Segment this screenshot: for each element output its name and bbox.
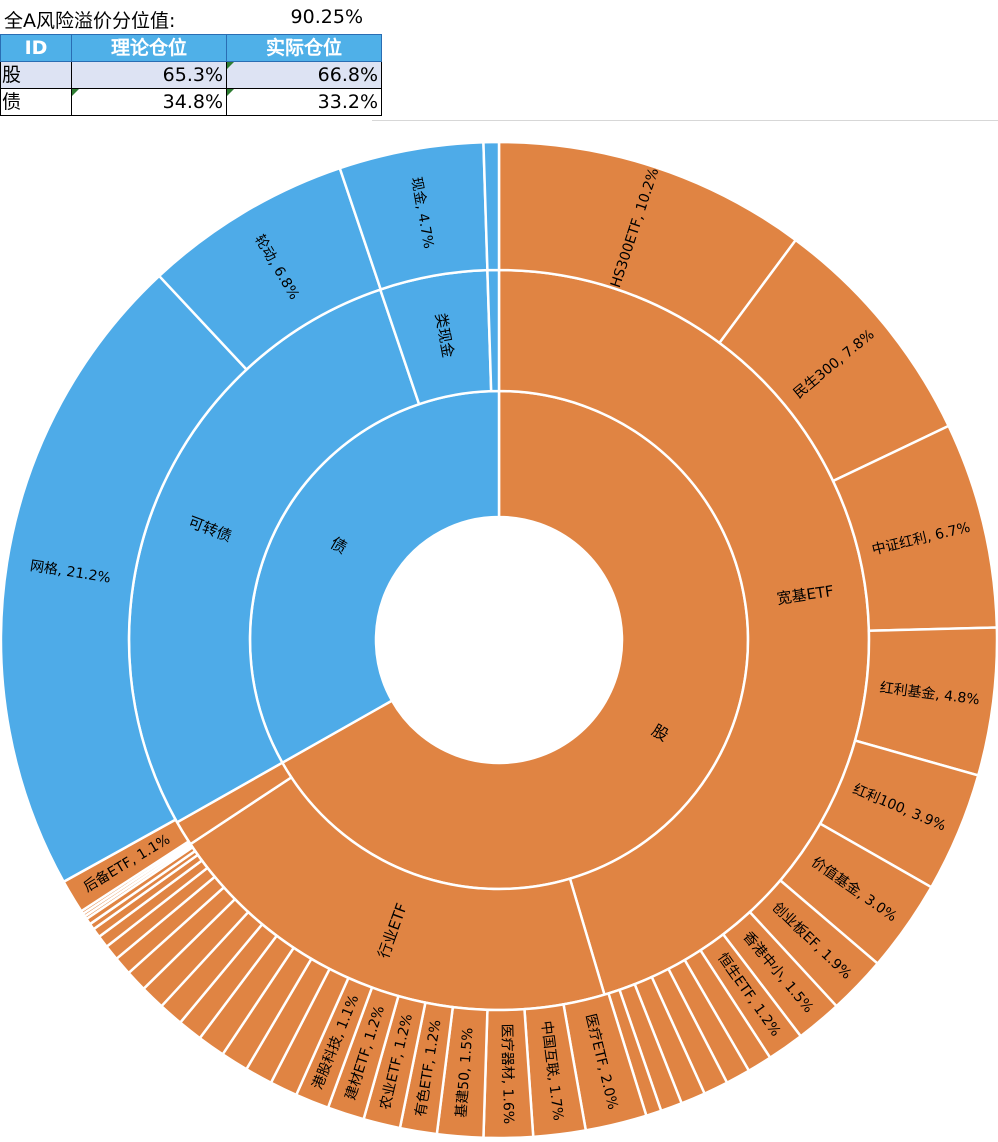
theory-position: 34.8% bbox=[71, 88, 227, 116]
theory-position: 65.3% bbox=[71, 61, 227, 89]
divider bbox=[372, 120, 998, 121]
actual-position: 66.8% bbox=[226, 61, 382, 89]
col-header-theory: 理论仓位 bbox=[71, 34, 227, 62]
risk-premium-value: 90.25% bbox=[290, 6, 363, 28]
row-id: 股 bbox=[0, 61, 72, 89]
sunburst-segment-ring3-44 bbox=[482, 140, 501, 272]
sunburst-segment-ring3-41 bbox=[0, 274, 249, 884]
position-table-header: ID 理论仓位 实际仓位 bbox=[0, 34, 382, 62]
table-row: 股 65.3% 66.8% bbox=[0, 61, 382, 89]
col-header-actual: 实际仓位 bbox=[226, 34, 382, 62]
position-table: ID 理论仓位 实际仓位 股 65.3% 66.8% 债 34.8% 33.2% bbox=[0, 34, 382, 116]
segment-label: 医疗器材, 1.6% bbox=[498, 1024, 516, 1125]
risk-premium-label: 全A风险溢价分位值: bbox=[4, 10, 176, 32]
col-header-id: ID bbox=[0, 34, 72, 62]
table-row: 债 34.8% 33.2% bbox=[0, 88, 382, 116]
row-id: 债 bbox=[0, 88, 72, 116]
actual-position: 33.2% bbox=[226, 88, 382, 116]
header: 全A风险溢价分位值: 90.25% ID 理论仓位 实际仓位 股 65.3% 6… bbox=[0, 0, 998, 120]
